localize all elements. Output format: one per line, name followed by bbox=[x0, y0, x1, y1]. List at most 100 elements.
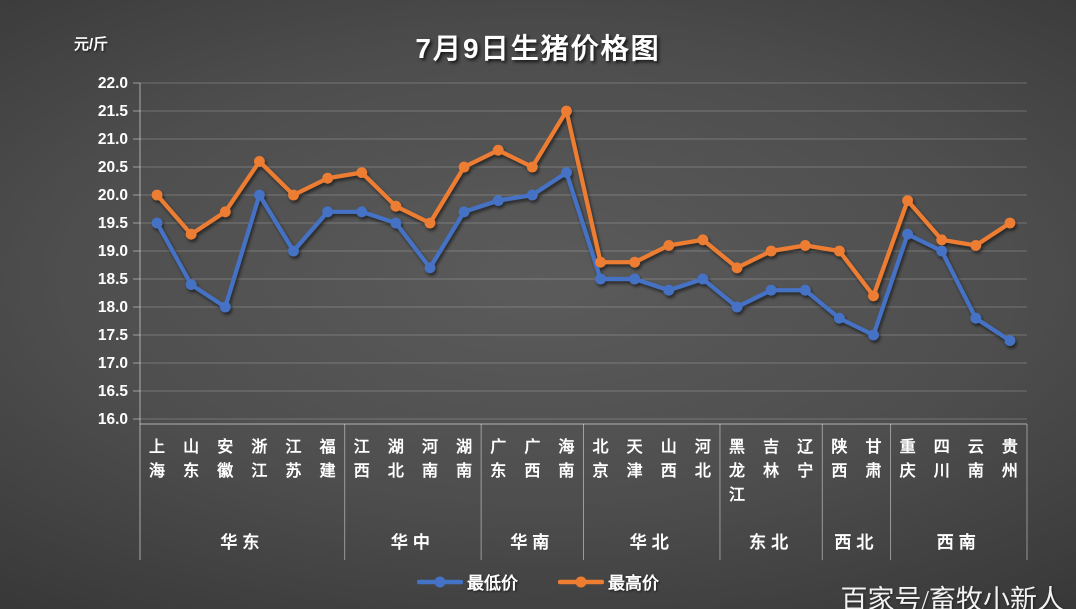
data-point-marker bbox=[833, 312, 845, 324]
y-axis-tick-label: 19.0 bbox=[98, 243, 128, 260]
data-point-marker bbox=[697, 273, 709, 285]
category-label: 广西 bbox=[524, 437, 540, 480]
category-label: 吉林 bbox=[763, 437, 779, 480]
data-point-marker bbox=[151, 217, 163, 229]
category-label: 福建 bbox=[319, 437, 336, 480]
category-label: 河南 bbox=[422, 437, 438, 480]
data-point-marker bbox=[322, 172, 334, 184]
data-point-marker bbox=[526, 189, 538, 201]
data-point-marker bbox=[663, 284, 675, 296]
region-group-label: 西北 bbox=[834, 533, 878, 552]
data-point-marker bbox=[254, 156, 265, 167]
y-axis-tick-label: 17.5 bbox=[98, 327, 129, 344]
region-group-label: 东北 bbox=[749, 532, 793, 552]
data-point-marker bbox=[185, 228, 197, 240]
category-label: 重庆 bbox=[899, 437, 916, 480]
y-axis-tick-label: 20.5 bbox=[98, 159, 129, 176]
data-point-marker bbox=[731, 301, 743, 313]
category-label: 辽宁 bbox=[797, 438, 814, 480]
series-line bbox=[154, 108, 1013, 298]
y-axis-tick-label: 20.0 bbox=[98, 187, 128, 204]
y-axis-unit-label: 元/斤 bbox=[74, 36, 109, 53]
category-label: 山西 bbox=[661, 438, 677, 480]
data-point-marker bbox=[288, 189, 299, 201]
data-point-marker bbox=[629, 273, 641, 285]
data-point-marker bbox=[799, 240, 811, 251]
data-point-marker bbox=[390, 200, 402, 212]
data-point-marker bbox=[799, 284, 811, 296]
category-label: 广东 bbox=[490, 437, 506, 480]
category-label: 湖北 bbox=[388, 438, 404, 480]
data-point-marker bbox=[868, 290, 879, 302]
y-axis-tick-label: 19.5 bbox=[98, 215, 129, 232]
data-point-marker bbox=[936, 234, 948, 246]
category-label: 黑龙江 bbox=[728, 438, 745, 504]
category-label: 云南 bbox=[968, 439, 984, 480]
region-group-label: 西南 bbox=[937, 532, 981, 552]
category-label: 安徽 bbox=[216, 437, 234, 480]
data-point-marker bbox=[424, 217, 436, 229]
data-point-marker bbox=[595, 256, 606, 268]
category-label: 北京 bbox=[593, 438, 609, 480]
data-point-marker bbox=[936, 245, 948, 257]
data-point-marker bbox=[868, 329, 879, 341]
y-axis-tick-label: 16.0 bbox=[98, 411, 128, 428]
data-point-marker bbox=[765, 245, 777, 257]
y-axis-tick-label: 16.5 bbox=[98, 383, 129, 400]
data-point-marker bbox=[219, 206, 231, 218]
category-label: 江苏 bbox=[286, 438, 302, 480]
category-label: 上海 bbox=[149, 438, 165, 480]
data-point-marker bbox=[390, 217, 402, 229]
data-point-marker bbox=[254, 189, 265, 201]
category-label: 天津 bbox=[627, 439, 644, 480]
data-point-marker bbox=[561, 167, 572, 179]
y-axis-tick-label: 21.5 bbox=[98, 103, 129, 120]
data-point-marker bbox=[595, 273, 606, 285]
data-point-marker bbox=[492, 144, 504, 156]
y-axis-tick-label: 18.0 bbox=[98, 299, 128, 316]
category-label: 陕西 bbox=[831, 437, 847, 480]
category-label: 甘肃 bbox=[865, 438, 881, 480]
data-point-marker bbox=[322, 206, 334, 218]
data-point-marker bbox=[219, 301, 231, 313]
min-price-series bbox=[151, 167, 1016, 346]
data-point-marker bbox=[731, 262, 743, 274]
data-point-marker bbox=[356, 206, 368, 218]
data-point-marker bbox=[356, 167, 368, 179]
data-point-marker bbox=[151, 189, 163, 201]
data-point-marker bbox=[526, 161, 538, 173]
data-point-marker bbox=[424, 262, 436, 274]
data-point-marker bbox=[288, 245, 299, 257]
category-label: 山东 bbox=[183, 438, 199, 480]
data-series bbox=[151, 105, 1016, 346]
data-point-marker bbox=[697, 234, 709, 246]
category-label: 海南 bbox=[558, 437, 574, 480]
watermark-text: 百家号/畜牧小新人 bbox=[840, 585, 1064, 609]
data-point-marker bbox=[1004, 335, 1016, 346]
category-label: 江西 bbox=[354, 438, 370, 480]
data-point-marker bbox=[663, 240, 675, 251]
data-point-marker bbox=[458, 161, 470, 173]
category-label: 四川 bbox=[933, 439, 950, 480]
data-point-marker bbox=[902, 228, 913, 240]
category-label: 湖南 bbox=[456, 438, 472, 480]
category-label: 贵州 bbox=[1001, 437, 1018, 480]
data-point-marker bbox=[902, 195, 913, 207]
max-price-series bbox=[151, 105, 1016, 302]
region-group-label: 华南 bbox=[510, 532, 554, 552]
series-line bbox=[154, 170, 1013, 343]
data-point-marker bbox=[970, 240, 982, 251]
gridlines bbox=[140, 82, 1027, 420]
data-point-marker bbox=[185, 279, 197, 290]
data-point-marker bbox=[765, 284, 777, 296]
region-group-label: 华东 bbox=[220, 532, 264, 552]
data-point-marker bbox=[970, 312, 982, 324]
region-group-label: 华北 bbox=[630, 532, 674, 552]
chart-title: 7月9日生猪价格图 bbox=[415, 33, 661, 64]
data-point-marker bbox=[629, 256, 641, 268]
y-axis-tick-label: 21.0 bbox=[98, 131, 128, 148]
region-group-label: 华中 bbox=[391, 532, 435, 552]
category-label: 河北 bbox=[695, 437, 711, 480]
